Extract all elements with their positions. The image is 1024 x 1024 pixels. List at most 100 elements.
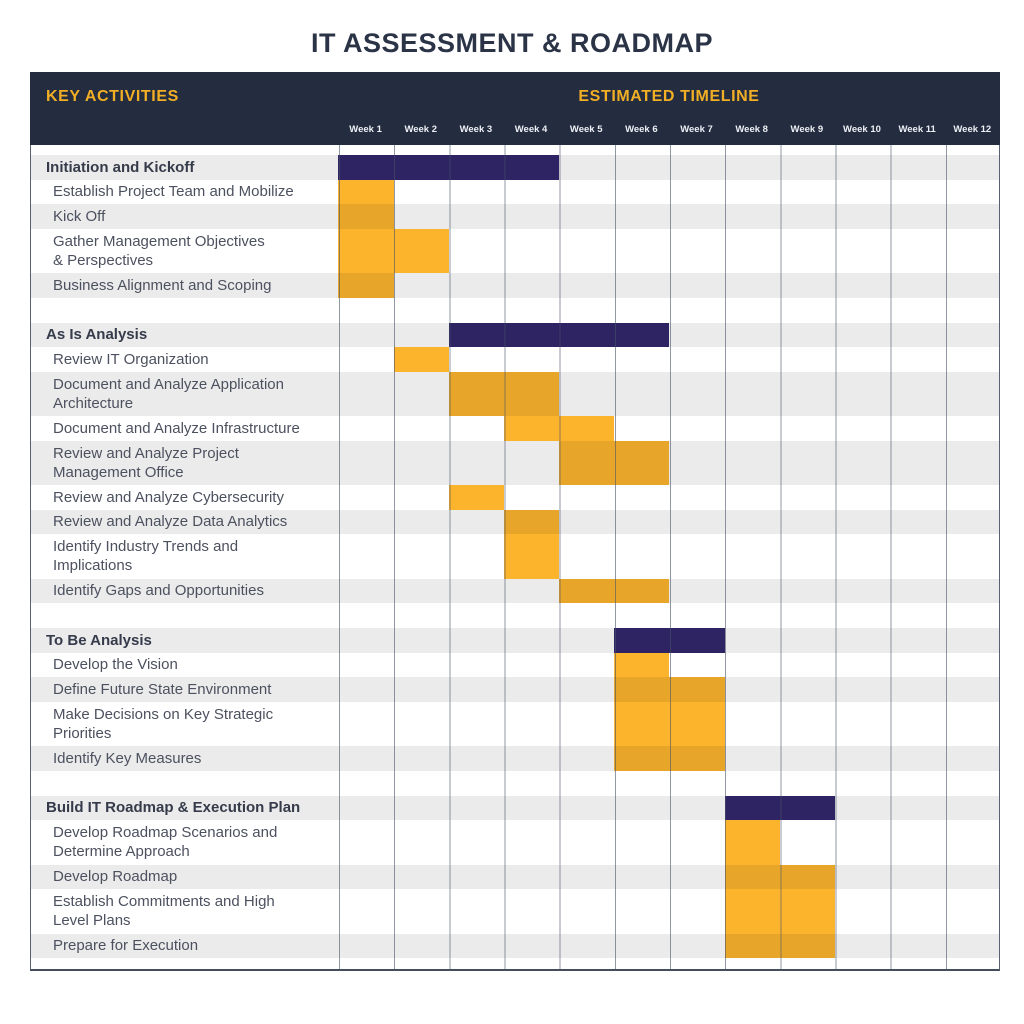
task-label: Prepare for Execution [53,937,199,955]
timeline-cell [338,677,999,702]
week-label: Week 7 [680,124,713,135]
timeline-cell [338,864,999,889]
timeline-cell [338,578,999,603]
phase-row: Build IT Roadmap & Execution Plan [31,795,999,820]
task-bar [724,864,835,889]
task-bar [724,933,835,958]
task-label: Identify Industry Trends and Implication… [53,538,239,575]
task-row: Define Future State Environment [31,677,999,702]
task-label: Document and Analyze Infrastructure [53,419,300,437]
timeline-cell [338,628,999,653]
task-row: Document and Analyze Application Archite… [31,371,999,416]
gantt-header: KEY ACTIVITIES ESTIMATED TIMELINE Week 1… [30,72,1000,145]
task-row: Review IT Organization [31,347,999,372]
timeline-cell [338,652,999,677]
task-row: Establish Project Team and Mobilize [31,179,999,204]
timeline-cell [338,485,999,510]
timeline-cell [338,347,999,372]
phase-label: As Is Analysis [46,326,148,344]
phase-label: Build IT Roadmap & Execution Plan [46,799,301,817]
week-label: Week 4 [514,124,548,135]
task-label: Review and Analyze Cybersecurity [53,488,284,506]
timeline-cell [338,440,999,485]
gap-row [31,771,999,796]
timeline-cell [338,228,999,273]
week-label: Week 9 [790,124,824,135]
timeline-cell [338,820,999,865]
week-label: Week 11 [898,124,936,135]
task-label: Kick Off [53,207,106,225]
task-bar [614,652,670,677]
task-row: Identify Key Measures [31,746,999,771]
spacer-row [31,145,999,155]
task-bar [393,347,449,372]
task-bar [503,534,560,579]
task-label: Review and Analyze Project Management Of… [53,444,239,481]
phase-row: As Is Analysis [31,322,999,347]
timeline-cell [338,155,999,180]
phase-bar [614,628,725,653]
timeline-cell [338,795,999,820]
task-label: Establish Commitments and High Level Pla… [53,893,275,930]
task-bar [338,204,394,229]
week-label: Week 12 [953,124,992,135]
task-label: Define Future State Environment [53,680,272,698]
timeline-cell [338,746,999,771]
timeline-cell [338,179,999,204]
week-label: Week 3 [459,124,493,135]
phase-row: To Be Analysis [31,628,999,653]
task-bar [448,485,504,510]
week-labels-spacer [30,122,338,145]
task-row: Kick Off [31,204,999,229]
phase-label: To Be Analysis [46,631,152,649]
task-row: Prepare for Execution [31,933,999,958]
task-bar [338,273,394,298]
week-label: Week 10 [843,124,881,135]
week-label: Week 6 [625,124,658,135]
gantt-chart: KEY ACTIVITIES ESTIMATED TIMELINE Week 1… [30,72,1001,971]
task-bar [559,578,670,603]
task-row: Make Decisions on Key Strategic Prioriti… [31,701,999,746]
task-bar [503,509,560,534]
task-row: Develop the Vision [31,652,999,677]
timeline-cell [338,701,999,746]
phase-bar [724,795,835,820]
phase-row: Initiation and Kickoff [31,155,999,180]
spacer-row [31,958,999,969]
timeline-cell [338,416,999,441]
week-label: Week 1 [349,124,382,135]
estimated-timeline-label: ESTIMATED TIMELINE [578,88,760,105]
gap-row [31,603,999,628]
phase-label: Initiation and Kickoff [46,158,195,176]
task-label: Document and Analyze Application Archite… [53,375,284,412]
timeline-cell [338,509,999,534]
task-row: Review and Analyze Project Management Of… [31,440,999,485]
task-label: Develop Roadmap Scenarios and Determine … [53,824,278,861]
task-row: Develop Roadmap [31,864,999,889]
task-label: Establish Project Team and Mobilize [53,183,294,201]
task-row: Gather Management Objectives & Perspecti… [31,228,999,273]
task-label: Review and Analyze Data Analytics [53,513,288,531]
task-row: Document and Analyze Infrastructure [31,416,999,441]
task-row: Business Alignment and Scoping [31,273,999,298]
page-title: IT ASSESSMENT & ROADMAP [310,28,714,58]
task-bar [338,228,449,273]
task-label: Review IT Organization [53,350,209,368]
timeline-cell [338,534,999,579]
timeline-cell [338,933,999,958]
task-bar [614,746,725,771]
gap-row [31,298,999,323]
task-bar [503,416,615,441]
week-label: Week 8 [735,124,768,135]
timeline-cell [338,273,999,298]
gantt-header-titles: KEY ACTIVITIES ESTIMATED TIMELINE [30,72,1000,122]
timeline-cell [338,204,999,229]
gantt-body: Initiation and Kickoff Establish Project … [30,145,1001,971]
task-bar [614,677,725,702]
phase-bar [448,322,670,347]
task-label: Develop the Vision [53,656,178,674]
task-row: Develop Roadmap Scenarios and Determine … [31,820,999,865]
task-row: Review and Analyze Cybersecurity [31,485,999,510]
week-label: Week 2 [404,124,438,135]
